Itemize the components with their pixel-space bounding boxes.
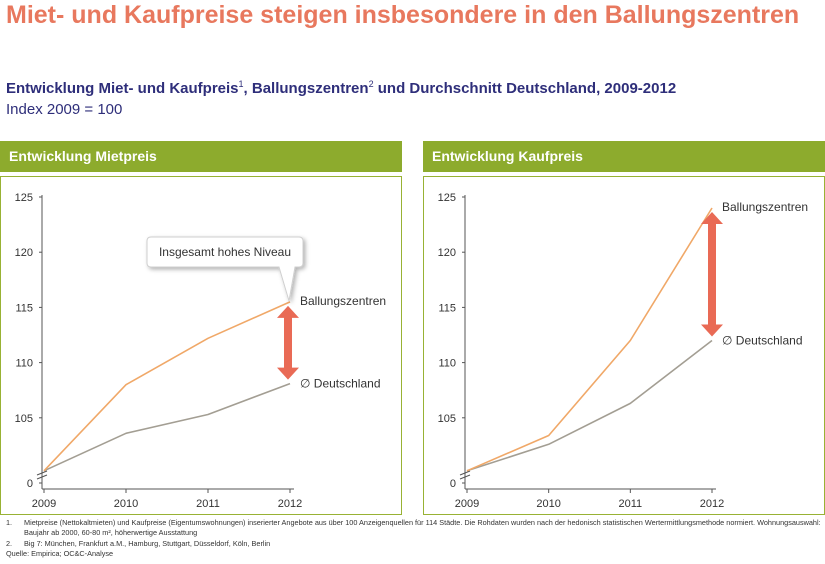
subtitle-part-2: , Ballungszentren xyxy=(243,80,369,97)
difference-arrow xyxy=(701,212,723,337)
y-tick-label: 105 xyxy=(438,413,456,425)
y-tick-label: 115 xyxy=(438,302,456,314)
subtitle-part-3: und Durchschnitt Deutschland, 2009-2012 xyxy=(373,80,677,97)
panel-header-kaufpreis: Entwicklung Kaufpreis xyxy=(423,141,825,172)
subtitle-part-1: Entwicklung Miet- und Kaufpreis xyxy=(6,80,239,97)
index-note: Index 2009 = 100 xyxy=(6,101,123,118)
series-label-deutschland: ∅ Deutschland xyxy=(722,334,803,348)
x-tick-label: 2010 xyxy=(536,498,560,510)
y-axis-break-mark xyxy=(459,474,471,480)
x-tick-label: 2011 xyxy=(196,498,220,510)
series-label-deutschland: ∅ Deutschland xyxy=(300,377,381,391)
footnote-2: 2. Big 7: München, Frankfurt a.M., Hambu… xyxy=(6,539,821,549)
footnote-number: 2. xyxy=(6,538,13,548)
y-tick-label: 120 xyxy=(438,247,456,259)
callout-shape xyxy=(146,236,304,302)
x-tick-label: 2009 xyxy=(32,498,56,510)
y-tick-label: 125 xyxy=(15,192,33,204)
y-tick-label: 125 xyxy=(438,192,456,204)
series-line-deutschland xyxy=(43,382,291,472)
series-line-ballungszentren xyxy=(466,207,713,472)
x-tick-label: 2009 xyxy=(455,498,479,510)
footnote-text: Mietpreise (Nettokaltmieten) und Kaufpre… xyxy=(24,518,821,538)
difference-arrow xyxy=(277,305,299,380)
chart-subtitle: Entwicklung Miet- und Kaufpreis1, Ballun… xyxy=(6,79,676,97)
series-label-ballungszentren: Ballungszentren xyxy=(722,200,808,214)
footnote-ref-2: 2 xyxy=(368,79,374,89)
x-tick-label: 2012 xyxy=(278,498,302,510)
x-tick-label: 2012 xyxy=(700,498,724,510)
panel-kaufpreis xyxy=(423,176,825,515)
y-tick-label: 115 xyxy=(15,302,33,314)
footnote-1: 1. Mietpreise (Nettokaltmieten) und Kauf… xyxy=(6,518,821,539)
x-tick-label: 2010 xyxy=(114,498,138,510)
y-tick-label: 110 xyxy=(438,358,456,370)
y-tick-label: 0 xyxy=(450,478,456,490)
y-tick-label: 120 xyxy=(15,247,33,259)
footnote-text: Big 7: München, Frankfurt a.M., Hamburg,… xyxy=(24,538,271,548)
x-tick-label: 2011 xyxy=(619,498,643,510)
y-tick-label: 0 xyxy=(27,478,33,490)
y-axis-break-mark xyxy=(459,470,471,476)
callout-text: Insgesamt hohes Niveau xyxy=(159,245,291,259)
series-label-ballungszentren: Ballungszentren xyxy=(300,294,386,308)
footnote-number: 1. xyxy=(6,518,13,527)
series-line-deutschland xyxy=(466,339,713,472)
y-tick-label: 105 xyxy=(15,413,33,425)
page-title: Miet- und Kaufpreise steigen insbesonder… xyxy=(6,1,800,29)
series-line-ballungszentren xyxy=(43,301,291,472)
y-tick-label: 110 xyxy=(15,358,33,370)
y-axis-break-mark xyxy=(36,470,48,476)
panel-mietpreis xyxy=(0,176,402,515)
y-axis-break-mark xyxy=(36,474,48,480)
panel-header-mietpreis: Entwicklung Mietpreis xyxy=(0,141,402,172)
footnote-ref-1: 1 xyxy=(238,79,244,89)
callout-box xyxy=(146,236,304,302)
footnotes: 1. Mietpreise (Nettokaltmieten) und Kauf… xyxy=(6,518,821,559)
source-note: Quelle: Empirica; OC&C-Analyse xyxy=(6,548,114,558)
